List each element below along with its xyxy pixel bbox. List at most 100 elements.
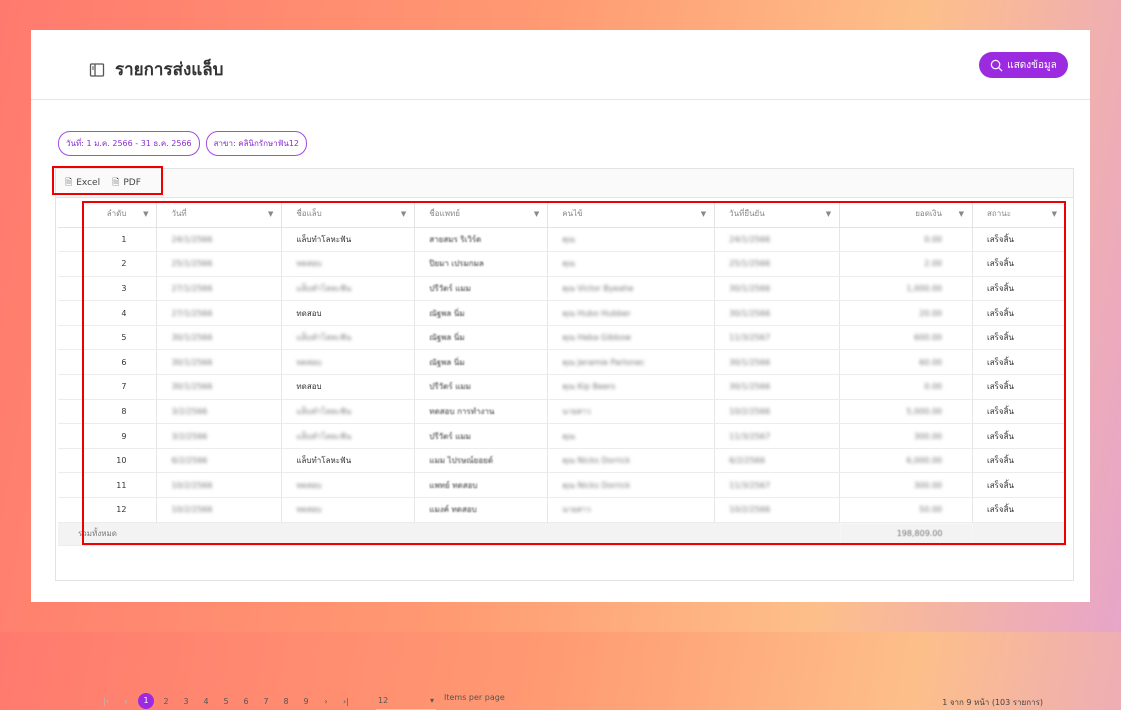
- show-data-button[interactable]: แสดงข้อมูล: [979, 52, 1068, 78]
- export-excel-button[interactable]: 🗎 Excel: [65, 175, 100, 191]
- filter-icon[interactable]: ▼: [143, 210, 149, 218]
- cell-date: 6/2/2566: [156, 448, 283, 474]
- filter-icon[interactable]: ▼: [1051, 210, 1057, 218]
- column-header-status[interactable]: สถานะ ▼: [972, 201, 1066, 228]
- page-button[interactable]: 9: [303, 696, 309, 706]
- page-button[interactable]: 3: [183, 696, 189, 706]
- table-row[interactable]: 5 30/1/2566 แล็บทำโลหะฟัน ณัฐพล นิ่ม คุณ Heb…: [58, 325, 1066, 351]
- page-button[interactable]: 6: [243, 696, 249, 706]
- cell-date: 27/1/2566: [156, 300, 283, 326]
- page-card: รายการส่งแล็บ แสดงข้อมูล วันที่: 1 ม.ค. …: [31, 30, 1090, 710]
- cell-confirm-date: 30/1/2566: [714, 300, 841, 326]
- filter-icon[interactable]: ▼: [400, 210, 407, 218]
- filter-chip-date[interactable]: วันที่: 1 ม.ค. 2566 - 31 ธ.ค. 2566: [58, 131, 200, 156]
- cell-no: 2: [58, 251, 158, 277]
- cell-confirm-date: 30/1/2566: [714, 349, 841, 376]
- cell-doctor: ปรีวัตร์ แมม: [414, 374, 549, 400]
- column-label: ชื่อแพทย์: [429, 209, 460, 219]
- filter-icon[interactable]: ▼: [958, 210, 965, 218]
- column-header-confirm-date[interactable]: วันที่ยืนยัน ▼: [714, 201, 841, 228]
- table-row[interactable]: 11 10/2/2566 ทดสอบ แพทย์ ทดสอบ คุณ Nicks Dor…: [58, 472, 1066, 499]
- cell-status: เสร็จสิ้น: [972, 349, 1066, 376]
- first-page-button[interactable]: |‹: [103, 696, 109, 706]
- pdf-label: PDF: [123, 178, 141, 188]
- column-header-lab[interactable]: ชื่อแล็บ ▼: [281, 201, 416, 228]
- filter-icon[interactable]: ▼: [825, 210, 832, 218]
- cell-lab: ทดสอบ: [281, 251, 416, 277]
- cell-status: เสร็จสิ้น: [972, 276, 1066, 302]
- cell-date: 3/2/2566: [156, 399, 283, 425]
- cell-date: 10/2/2566: [156, 497, 283, 523]
- page-button[interactable]: 8: [283, 696, 289, 706]
- cell-amount: 50.00: [839, 497, 974, 523]
- last-page-button[interactable]: ›|: [343, 696, 349, 706]
- cell-amount: 300.00: [839, 472, 974, 499]
- cell-status: เสร็จสิ้น: [972, 227, 1066, 253]
- total-label: รวมทั้งหมด: [58, 522, 157, 546]
- cell-lab: ทดสอบ: [281, 300, 416, 326]
- page-button[interactable]: 5: [223, 696, 229, 706]
- table-row[interactable]: 3 27/1/2566 แล็บทำโลหะฟัน ปรีวัตร์ แมม คุณ V…: [58, 276, 1066, 302]
- table-row[interactable]: 10 6/2/2566 แล็บทำโลหะฟัน แมม ไปรษณ์ยอยด์ คุ…: [58, 448, 1066, 474]
- table-row[interactable]: 8 3/2/2566 แล็บทำโลหะฟัน ทดสอบ การทำงาน นายส…: [58, 399, 1066, 425]
- table-row[interactable]: 1 24/1/2566 แล็บทำโลหะฟัน สายสมร ริเวิร์ด คุ…: [58, 227, 1066, 253]
- table-row[interactable]: 9 3/2/2566 แล็บทำโลหะฟัน ปรีวัตร์ แมม คุณ 11/…: [58, 423, 1066, 449]
- column-header-no[interactable]: ลำดับ ▼: [58, 201, 158, 228]
- page-button[interactable]: 1: [138, 693, 154, 709]
- total-row: รวมทั้งหมด 198,809.00: [58, 522, 1066, 546]
- cell-confirm-date: 24/1/2566: [714, 227, 841, 253]
- cell-status: เสร็จสิ้น: [972, 325, 1066, 351]
- next-page-button[interactable]: ›: [324, 696, 328, 706]
- cell-doctor: ณัฐพล นิ่ม: [414, 300, 549, 326]
- page-button[interactable]: 7: [263, 696, 269, 706]
- total-amount: 198,809.00: [839, 522, 973, 546]
- filter-icon[interactable]: ▼: [267, 210, 274, 218]
- cell-patient: คุณ: [547, 423, 716, 449]
- cell-patient: นายสาว: [547, 497, 716, 523]
- table-row[interactable]: 12 10/2/2566 ทดสอบ แมงค์ ทดสอบ นายสาว 10/2/25…: [58, 497, 1066, 523]
- page-info: 1 จาก 9 หน้า (103 รายการ): [942, 698, 1043, 707]
- column-header-date[interactable]: วันที่ ▼: [156, 201, 283, 228]
- column-header-patient[interactable]: คนไข้ ▼: [547, 201, 716, 228]
- excel-label: Excel: [76, 178, 101, 188]
- cell-no: 4: [58, 300, 158, 326]
- column-header-doctor[interactable]: ชื่อแพทย์ ▼: [414, 201, 549, 228]
- table-row[interactable]: 4 27/1/2566 ทดสอบ ณัฐพล นิ่ม คุณ Hubo Hubber…: [58, 300, 1066, 326]
- cell-confirm-date: 11/3/2567: [714, 325, 841, 351]
- cell-status: เสร็จสิ้น: [972, 399, 1066, 425]
- pdf-file-icon: 🗎: [112, 178, 120, 188]
- cell-doctor: แมม ไปรษณ์ยอยด์: [414, 448, 549, 474]
- cell-patient: คุณ Nicks Dorrick: [547, 472, 716, 499]
- filter-icon[interactable]: ▼: [700, 210, 707, 218]
- page-button[interactable]: 4: [203, 696, 209, 706]
- cell-lab: ทดสอบ: [281, 349, 416, 376]
- cell-amount: 300.00: [839, 423, 974, 449]
- cell-date: 30/1/2566: [156, 374, 283, 400]
- cell-no: 5: [58, 325, 158, 351]
- filter-chip-branch[interactable]: สาขา: คลินิกรักษาฟัน12: [205, 131, 307, 156]
- column-header-amount[interactable]: ยอดเงิน ▼: [839, 201, 974, 228]
- cell-no: 12: [58, 497, 158, 523]
- cell-no: 11: [58, 472, 158, 499]
- cell-no: 10: [58, 448, 158, 474]
- search-icon: [991, 59, 1003, 71]
- table-row[interactable]: 6 30/1/2566 ทดสอบ ณัฐพล นิ่ม คุณ Jeramie Par…: [58, 349, 1066, 376]
- cell-lab: ทดสอบ: [281, 472, 416, 499]
- export-pdf-button[interactable]: 🗎 PDF: [112, 175, 141, 191]
- filter-icon[interactable]: ▼: [533, 210, 540, 218]
- items-per-page-label: Items per page: [444, 692, 505, 702]
- show-data-label: แสดงข้อมูล: [1007, 59, 1057, 71]
- cell-doctor: ณัฐพล นิ่ม: [414, 325, 549, 351]
- cell-amount: 0.00: [839, 374, 974, 400]
- cell-status: เสร็จสิ้น: [972, 497, 1066, 523]
- table-row[interactable]: 7 30/1/2566 ทดสอบ ปรีวัตร์ แมม คุณ Kip Beers…: [58, 374, 1066, 400]
- items-per-page-select[interactable]: 12 ▾: [376, 692, 436, 710]
- table-row[interactable]: 2 25/1/2566 ทดสอบ ปิยมา เปรมกมล คุณ 25/1/2566…: [58, 251, 1066, 277]
- cell-patient: คุณ Nicks Dorrick: [547, 448, 716, 474]
- page-button[interactable]: 2: [163, 696, 169, 706]
- cell-patient: นายสาว: [547, 399, 716, 425]
- per-page-value: 12: [378, 696, 389, 705]
- prev-page-button[interactable]: ‹: [124, 696, 128, 706]
- cell-date: 27/1/2566: [156, 276, 283, 302]
